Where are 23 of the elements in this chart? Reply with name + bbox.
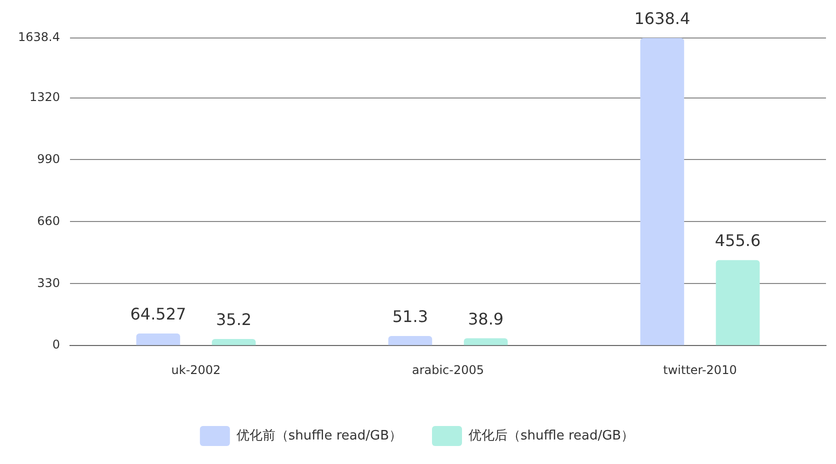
legend-label: 优化后（shuffle read/GB） [468, 428, 634, 444]
y-tick-label: 0 [52, 338, 60, 352]
data-label: 1638.4 [634, 9, 690, 28]
y-tick-label: 330 [37, 276, 60, 290]
y-tick-label: 1320 [29, 90, 60, 104]
bar [464, 338, 508, 346]
legend-label: 优化前（shuffle read/GB） [236, 428, 402, 444]
bar [388, 336, 432, 346]
bar [212, 338, 256, 346]
data-label: 51.3 [392, 307, 428, 326]
bar [716, 260, 760, 346]
y-tick-label: 990 [37, 152, 60, 166]
data-label: 35.2 [216, 310, 252, 330]
data-label: 455.6 [714, 231, 761, 250]
x-tick-label: arabic-2005 [412, 362, 484, 377]
bar [640, 38, 684, 346]
y-tick-label: 660 [37, 214, 60, 228]
bar [136, 333, 180, 346]
y-tick-label: 1638.4 [18, 30, 60, 44]
x-tick-label: uk-2002 [171, 362, 221, 377]
data-label: 38.9 [468, 309, 504, 328]
x-tick-label: twitter-2010 [663, 362, 737, 377]
data-label: 64.527 [130, 304, 186, 324]
